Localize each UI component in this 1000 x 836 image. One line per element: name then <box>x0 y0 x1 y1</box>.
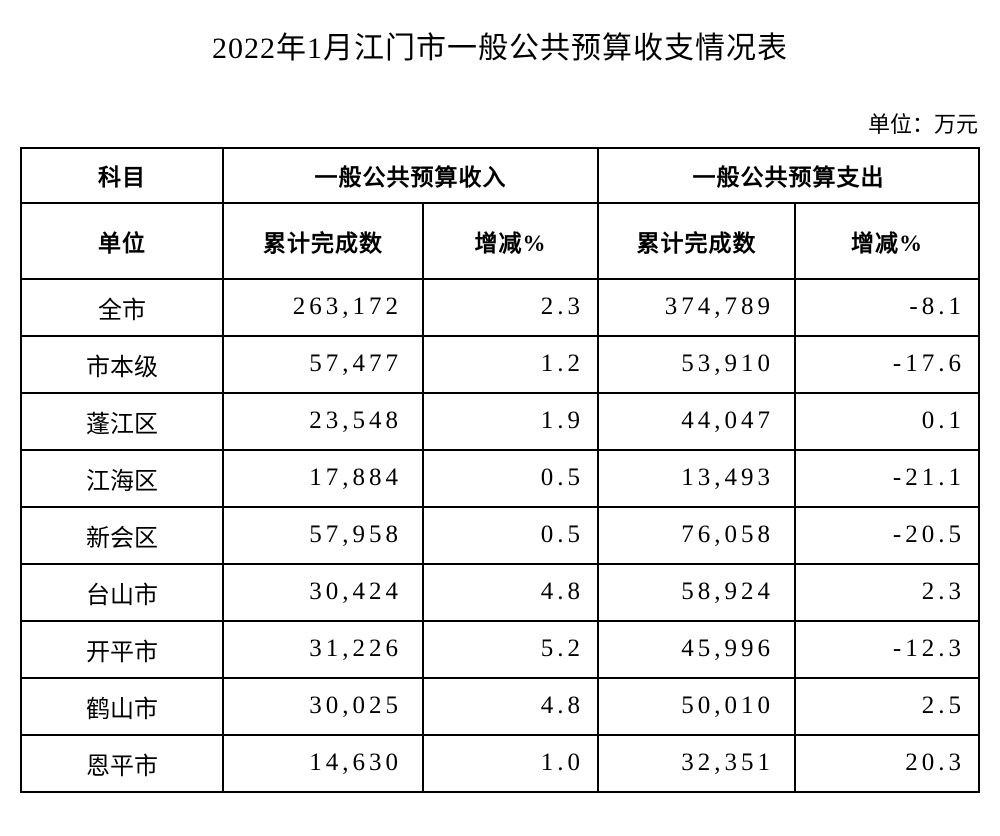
cell-revenue-total: 31,226 <box>222 619 424 679</box>
cell-revenue-total: 57,477 <box>222 334 424 394</box>
unit-note: 单位：万元 <box>867 111 978 137</box>
cell-expenditure-change: -12.3 <box>794 619 980 679</box>
budget-table: 科目 一般公共预算收入 一般公共预算支出 单位 累计完成数 增减% 累计完成数 … <box>20 146 980 793</box>
cell-revenue-change: 0.5 <box>422 505 599 565</box>
table-row-citywide: 全市 263,172 2.3 374,789 -8.1 <box>20 277 980 337</box>
cell-region: 台山市 <box>20 562 224 622</box>
cell-expenditure-total: 44,047 <box>597 391 796 451</box>
cell-expenditure-total: 374,789 <box>597 277 796 337</box>
header-expenditure-group: 一般公共预算支出 <box>597 146 980 204</box>
cell-revenue-total: 263,172 <box>222 277 424 337</box>
cell-expenditure-total: 50,010 <box>597 676 796 736</box>
table-row-taishan: 台山市 30,424 4.8 58,924 2.3 <box>20 562 980 622</box>
cell-expenditure-total: 32,351 <box>597 733 796 793</box>
cell-revenue-change: 4.8 <box>422 562 599 622</box>
cell-expenditure-total: 76,058 <box>597 505 796 565</box>
cell-region: 开平市 <box>20 619 224 679</box>
cell-revenue-change: 1.2 <box>422 334 599 394</box>
table-row-heshan: 鹤山市 30,025 4.8 50,010 2.5 <box>20 676 980 736</box>
cell-revenue-change: 0.5 <box>422 448 599 508</box>
header-revenue-change: 增减% <box>422 201 599 280</box>
cell-revenue-total: 17,884 <box>222 448 424 508</box>
cell-region: 江海区 <box>20 448 224 508</box>
cell-expenditure-total: 13,493 <box>597 448 796 508</box>
cell-revenue-total: 30,025 <box>222 676 424 736</box>
cell-expenditure-change: -8.1 <box>794 277 980 337</box>
cell-revenue-change: 5.2 <box>422 619 599 679</box>
cell-region: 蓬江区 <box>20 391 224 451</box>
table-row-xinhui: 新会区 57,958 0.5 76,058 -20.5 <box>20 505 980 565</box>
header-row-groups: 科目 一般公共预算收入 一般公共预算支出 <box>20 146 980 204</box>
cell-revenue-change: 4.8 <box>422 676 599 736</box>
cell-region: 全市 <box>20 277 224 337</box>
page-title: 2022年1月江门市一般公共预算收支情况表 <box>212 32 788 65</box>
cell-revenue-total: 23,548 <box>222 391 424 451</box>
header-expenditure-change: 增减% <box>794 201 980 280</box>
cell-region: 新会区 <box>20 505 224 565</box>
cell-revenue-change: 2.3 <box>422 277 599 337</box>
cell-revenue-change: 1.9 <box>422 391 599 451</box>
cell-expenditure-change: 20.3 <box>794 733 980 793</box>
cell-revenue-change: 1.0 <box>422 733 599 793</box>
header-unit: 单位 <box>20 201 224 280</box>
cell-expenditure-change: 2.5 <box>794 676 980 736</box>
table-row-municipal: 市本级 57,477 1.2 53,910 -17.6 <box>20 334 980 394</box>
cell-region: 鹤山市 <box>20 676 224 736</box>
cell-region: 市本级 <box>20 334 224 394</box>
table-row-jianghai: 江海区 17,884 0.5 13,493 -21.1 <box>20 448 980 508</box>
cell-region: 恩平市 <box>20 733 224 793</box>
table-row-enping: 恩平市 14,630 1.0 32,351 20.3 <box>20 733 980 793</box>
cell-revenue-total: 30,424 <box>222 562 424 622</box>
header-row-columns: 单位 累计完成数 增减% 累计完成数 增减% <box>20 201 980 280</box>
cell-revenue-total: 57,958 <box>222 505 424 565</box>
cell-expenditure-change: -20.5 <box>794 505 980 565</box>
cell-expenditure-change: -21.1 <box>794 448 980 508</box>
cell-expenditure-total: 58,924 <box>597 562 796 622</box>
cell-revenue-total: 14,630 <box>222 733 424 793</box>
cell-expenditure-change: 2.3 <box>794 562 980 622</box>
cell-expenditure-total: 53,910 <box>597 334 796 394</box>
table-row-pengjiang: 蓬江区 23,548 1.9 44,047 0.1 <box>20 391 980 451</box>
header-subject: 科目 <box>20 146 224 204</box>
table-row-kaiping: 开平市 31,226 5.2 45,996 -12.3 <box>20 619 980 679</box>
header-expenditure-cumulative: 累计完成数 <box>597 201 796 280</box>
cell-expenditure-total: 45,996 <box>597 619 796 679</box>
header-revenue-cumulative: 累计完成数 <box>222 201 424 280</box>
cell-expenditure-change: 0.1 <box>794 391 980 451</box>
header-revenue-group: 一般公共预算收入 <box>222 146 599 204</box>
cell-expenditure-change: -17.6 <box>794 334 980 394</box>
